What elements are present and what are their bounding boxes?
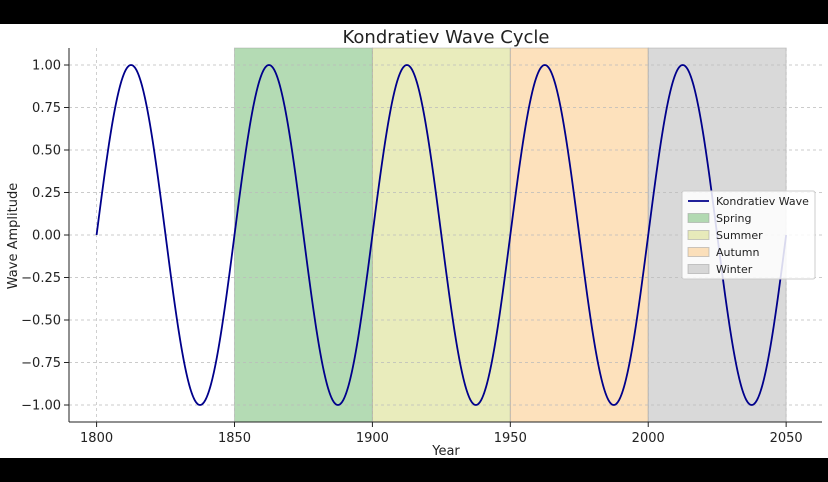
series-layer [95,64,788,406]
legend-label: Spring [716,212,752,225]
x-tick-label: 1800 [80,431,113,446]
legend-label: Summer [716,229,763,242]
y-tick-label: 1.00 [32,59,61,74]
x-tick-label: 1850 [218,431,251,446]
legend-label: Kondratiev Wave [716,195,809,208]
y-ticks: 1.00 0.75 0.50 0.25 0.00 −0.25 −0.50 −0.75 −1.00 [21,59,69,414]
legend-box [681,190,816,280]
legend-label: Autumn [716,246,759,259]
y-tick-label: −0.75 [21,356,61,371]
legend-swatch-winter [687,264,710,274]
legend-swatch-autumn [687,247,710,257]
y-tick-label: −0.50 [21,314,61,329]
legend-label: Winter [716,263,753,276]
x-axis-label: Year [431,444,460,458]
x-tick-label: 2050 [770,431,803,446]
series-line-kondratiev-wave [95,64,788,406]
y-tick-label: 0.50 [32,144,61,159]
legend-swatch-spring [687,213,710,223]
legend: Kondratiev Wave Spring Summer Autumn Winter [681,190,816,280]
y-tick-label: −0.25 [21,271,61,286]
y-tick-label: 0.00 [32,229,61,244]
x-tick-label: 1900 [356,431,389,446]
y-tick-label: 0.25 [32,186,61,201]
x-tick-label: 2000 [632,431,665,446]
chart-title: Kondratiev Wave Cycle [342,27,549,48]
kondratiev-chart: 1800 1850 1900 1950 2000 2050 1.00 0.75 0.50 0.2… [6,27,822,458]
legend-swatch-summer [687,230,710,240]
y-tick-label: 0.75 [32,101,61,116]
chart-frame: 1800 1850 1900 1950 2000 2050 1.00 0.75 0.50 0.2… [0,24,828,458]
x-tick-label: 1950 [494,431,527,446]
x-ticks: 1800 1850 1900 1950 2000 2050 [80,422,803,446]
y-tick-label: −1.00 [21,399,61,414]
y-axis-label: Wave Amplitude [6,183,21,289]
